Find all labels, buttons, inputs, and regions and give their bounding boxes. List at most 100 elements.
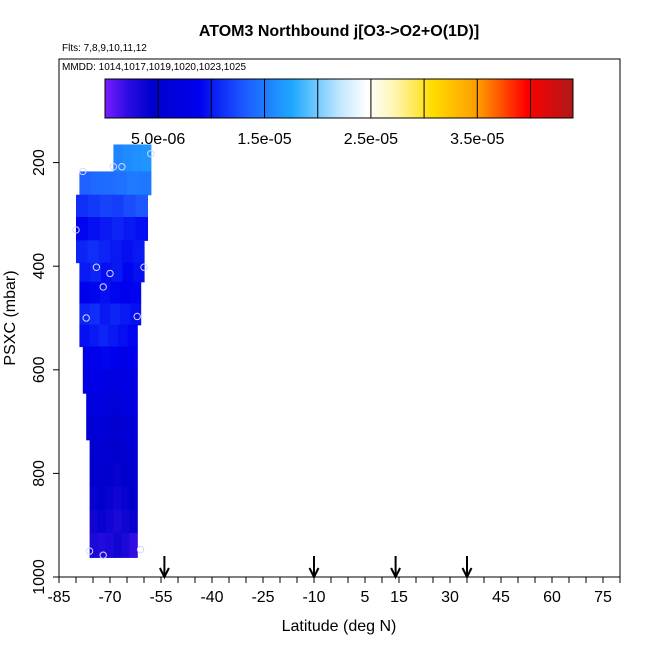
heatmap-cell xyxy=(120,281,131,305)
colorbar-tick-label: 5.0e-06 xyxy=(131,131,185,148)
flights-label: Flts: 7,8,9,10,11,12 xyxy=(62,43,147,54)
heatmap-cell xyxy=(119,346,129,371)
heatmap-cell xyxy=(89,463,99,487)
heatmap-cell xyxy=(130,281,142,305)
data-point xyxy=(147,150,155,158)
heatmap-cell xyxy=(97,439,107,464)
x-tick-label: 60 xyxy=(543,589,561,606)
dates-label: MMDD: 1014,1017,1019,1020,1023,1025 xyxy=(62,62,246,73)
heatmap-cell xyxy=(89,324,100,348)
heatmap-cell xyxy=(97,463,107,487)
heatmap-cell xyxy=(115,171,128,196)
heatmap-cell xyxy=(105,463,114,487)
heatmap-cell xyxy=(105,532,114,558)
x-tick-label: 30 xyxy=(441,589,459,606)
data-point xyxy=(109,163,118,171)
chart-title: ATOM3 Northbound j[O3->O2+O(1D)] xyxy=(199,23,479,40)
heatmap-cell xyxy=(111,393,121,416)
heatmap-cell xyxy=(121,509,130,534)
heatmap-cell xyxy=(79,303,91,326)
x-tick-label: 5 xyxy=(361,589,370,606)
heatmap-cell xyxy=(90,262,102,283)
x-tick-label: -55 xyxy=(149,589,172,606)
heatmap-cell xyxy=(110,369,120,394)
heatmap-cell xyxy=(111,194,125,218)
heatmap-cell xyxy=(87,240,100,264)
heatmap-cell xyxy=(121,463,130,487)
heatmap-cell xyxy=(98,324,109,348)
y-axis: 200 400 600 800 1000 xyxy=(31,149,59,595)
heatmap-cell xyxy=(103,171,116,196)
heatmap-cell xyxy=(110,346,120,371)
heatmap-cell xyxy=(86,393,96,416)
data-point xyxy=(79,167,87,176)
x-tick-label: -10 xyxy=(302,589,325,606)
colorbar-tick-labels: 5.0e-06 1.5e-05 2.5e-05 3.5e-05 xyxy=(131,131,504,148)
heatmap-cell xyxy=(120,303,131,326)
heatmap-cell xyxy=(113,532,122,558)
heatmap-cell xyxy=(121,439,130,464)
heatmap-cell xyxy=(100,369,111,394)
heatmap-cell xyxy=(121,240,134,264)
heatmap-cell xyxy=(82,369,93,394)
heatmap-cell xyxy=(99,303,111,326)
heatmap-cell xyxy=(110,281,121,305)
heatmap-cell xyxy=(103,393,113,416)
heatmap-cell xyxy=(79,324,90,348)
heatmap-cell xyxy=(132,144,143,173)
heatmap-cell xyxy=(113,144,124,173)
heatmap-cell xyxy=(128,346,138,371)
x-tick-label: 45 xyxy=(492,589,510,606)
heatmap-cell xyxy=(119,369,129,394)
heatmap-cell xyxy=(79,281,91,305)
data-point xyxy=(92,263,101,271)
heatmap-cell xyxy=(121,532,130,558)
data-point xyxy=(99,283,107,291)
colorbar-gradient xyxy=(104,78,574,119)
heatmap-cell xyxy=(111,415,121,441)
x-tick-label: -70 xyxy=(98,589,121,606)
colorbar-tick-label: 3.5e-05 xyxy=(450,131,504,148)
heatmap-cell xyxy=(94,415,104,441)
heatmap-cell xyxy=(120,415,130,441)
latitude-arrow xyxy=(159,556,170,580)
x-tick-label: 75 xyxy=(594,589,612,606)
heatmap-cell xyxy=(76,216,89,241)
x-axis-label: Latitude (deg N) xyxy=(282,618,397,635)
y-tick-label: 1000 xyxy=(31,559,48,595)
heatmap-cell xyxy=(79,262,91,283)
heatmap-cells xyxy=(76,144,152,558)
heatmap-cell xyxy=(122,262,134,283)
data-point xyxy=(118,163,126,171)
y-tick-label: 800 xyxy=(31,460,48,487)
heatmap-cell xyxy=(76,240,88,264)
heatmap-cell xyxy=(138,171,152,196)
y-tick-label: 600 xyxy=(31,356,48,383)
x-tick-label: -40 xyxy=(200,589,223,606)
heatmap-cell xyxy=(122,144,133,173)
data-point xyxy=(140,263,148,271)
heatmap-cell xyxy=(103,415,113,441)
heatmap-cell xyxy=(99,216,113,241)
heatmap-cell xyxy=(105,439,114,464)
observation-points xyxy=(72,150,155,559)
heatmap-cell xyxy=(113,486,122,511)
heatmap-cell xyxy=(86,415,96,441)
data-point xyxy=(72,226,80,234)
heatmap-cell xyxy=(100,346,111,371)
heatmap-cell xyxy=(110,240,122,264)
latitude-arrow xyxy=(308,556,320,580)
heatmap-cell xyxy=(123,194,137,218)
heatmap-cell xyxy=(76,194,89,218)
heatmap-cell xyxy=(128,415,138,441)
heatmap-cell xyxy=(111,216,125,241)
heatmap-cell xyxy=(89,303,101,326)
heatmap-cell xyxy=(120,393,130,416)
heatmap-cell xyxy=(79,171,92,196)
x-tick-label: -25 xyxy=(251,589,274,606)
data-point xyxy=(136,545,145,554)
heatmap-cell xyxy=(97,486,107,511)
data-point xyxy=(82,314,90,322)
heatmap-cell xyxy=(89,486,99,511)
